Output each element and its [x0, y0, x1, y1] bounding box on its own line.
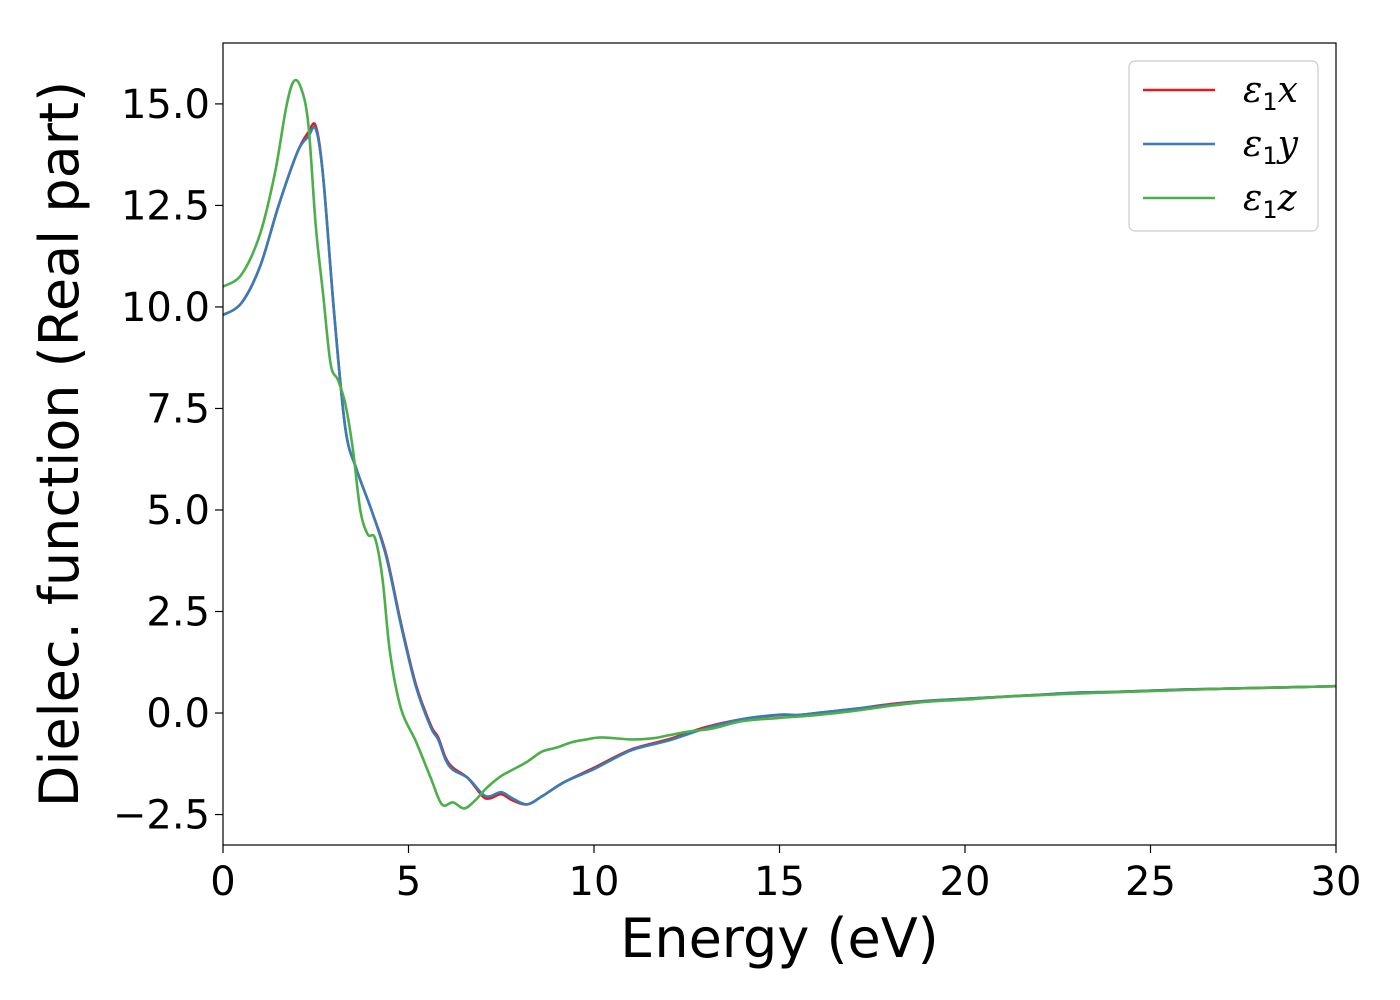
x-tick-label: 10 — [569, 859, 620, 905]
y-tick-label: 10.0 — [121, 285, 210, 331]
y-tick-label: 5.0 — [146, 488, 210, 534]
y-axis-label: Dielec. function (Real part) — [28, 81, 91, 807]
legend-label-epsilon1-y: ε1y — [1243, 124, 1299, 170]
legend-box — [1128, 60, 1319, 232]
legend-symbol: ε — [1243, 124, 1262, 165]
series-layer — [223, 78, 1336, 810]
y-tick-label: −2.5 — [113, 793, 210, 839]
x-tick-label: 20 — [940, 859, 991, 905]
legend-label-epsilon1-z: ε1z — [1243, 178, 1298, 224]
y-tick-label: 12.5 — [121, 183, 210, 229]
legend-subscript: 1 — [1262, 142, 1277, 170]
ticks-layer: 0 5 10 15 20 25 30 −2.5 0.0 2.5 5.0 7.5 10.0 12.5 15.0 — [113, 82, 1362, 905]
x-tick-label: 25 — [1125, 859, 1176, 905]
x-tick-label: 5 — [396, 859, 421, 905]
legend-subscript: 1 — [1262, 196, 1277, 224]
legend-subscript: 1 — [1262, 88, 1277, 116]
legend-label-epsilon1-x: ε1x — [1243, 70, 1298, 116]
x-axis-label: Energy (eV) — [620, 907, 939, 970]
legend-component: z — [1277, 178, 1298, 219]
y-tick-label: 0.0 — [146, 691, 210, 737]
legend-symbol: ε — [1243, 178, 1262, 219]
legend-component: x — [1278, 70, 1298, 111]
legend-component: y — [1276, 124, 1299, 165]
x-tick-label: 0 — [210, 859, 235, 905]
y-tick-label: 15.0 — [121, 82, 210, 128]
y-tick-label: 7.5 — [146, 386, 210, 432]
x-tick-label: 30 — [1311, 859, 1362, 905]
x-tick-label: 15 — [754, 859, 805, 905]
series-line-epsilon1-z — [223, 78, 1336, 810]
legend-symbol: ε — [1243, 70, 1262, 111]
y-tick-label: 2.5 — [146, 590, 210, 636]
